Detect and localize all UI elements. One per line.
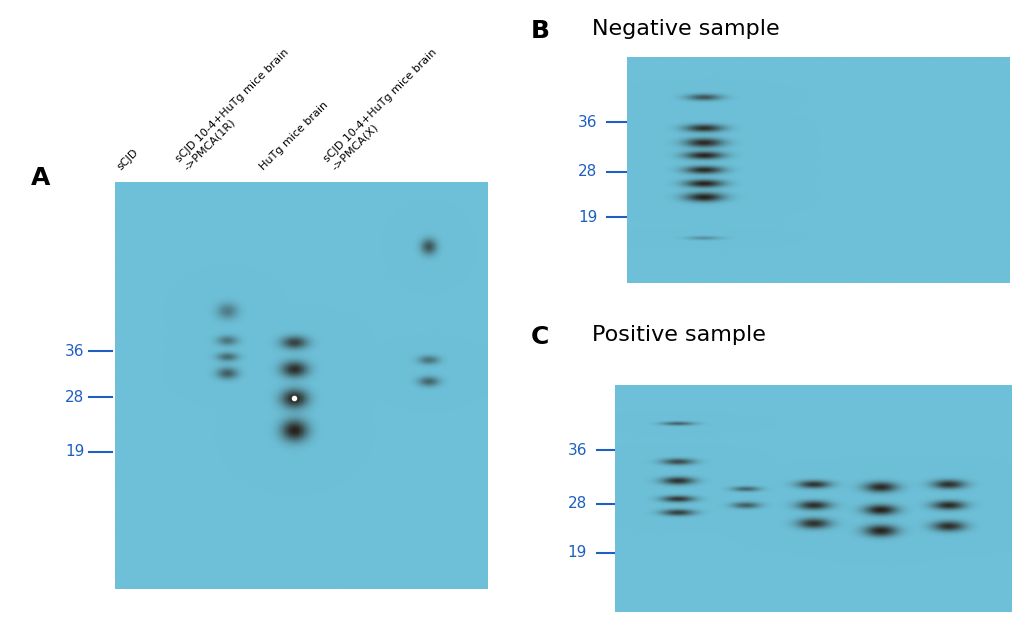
Text: sCJD 10-4+HuTg mice brain
->PMCA(X): sCJD 10-4+HuTg mice brain ->PMCA(X) (322, 47, 447, 172)
Text: 19: 19 (65, 444, 84, 459)
Text: B: B (531, 19, 550, 43)
Text: sCJD 10-4+HuTg mice brain
->PMCA(1R): sCJD 10-4+HuTg mice brain ->PMCA(1R) (174, 47, 299, 172)
Text: 36: 36 (568, 443, 587, 458)
Text: C: C (531, 325, 549, 349)
Text: 28: 28 (65, 390, 84, 405)
Text: Negative sample: Negative sample (592, 19, 780, 39)
Text: 19: 19 (568, 545, 587, 561)
Text: Positive sample: Positive sample (592, 325, 766, 345)
Text: A: A (31, 166, 50, 190)
Text: 36: 36 (578, 115, 597, 129)
Text: 28: 28 (578, 164, 597, 180)
Text: 19: 19 (578, 210, 597, 225)
Text: sCJD: sCJD (115, 147, 140, 172)
Text: 28: 28 (568, 496, 587, 512)
Text: 36: 36 (64, 344, 84, 359)
Text: HuTg mice brain: HuTg mice brain (258, 100, 331, 172)
